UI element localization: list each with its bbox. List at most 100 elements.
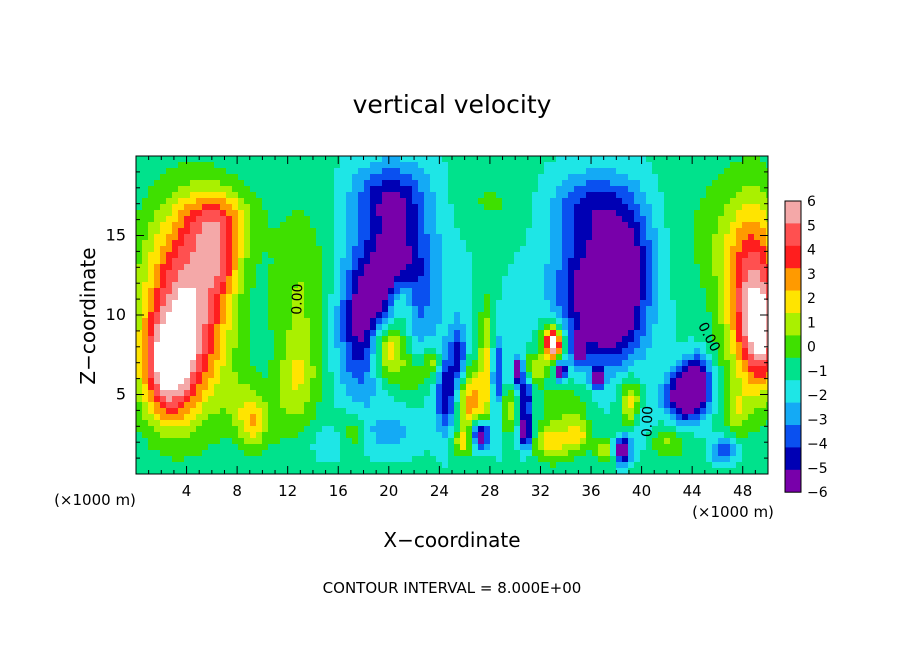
heatmap-cell bbox=[142, 228, 149, 235]
heatmap-cell bbox=[400, 342, 407, 349]
heatmap-cell bbox=[184, 294, 191, 301]
heatmap-cell bbox=[346, 288, 353, 295]
heatmap-cell bbox=[496, 240, 503, 247]
heatmap-cell bbox=[538, 408, 545, 415]
heatmap-cell bbox=[154, 390, 161, 397]
heatmap-cell bbox=[526, 354, 533, 361]
heatmap-cell bbox=[616, 156, 623, 163]
heatmap-cell bbox=[304, 330, 311, 337]
heatmap-cell bbox=[472, 204, 479, 211]
heatmap-cell bbox=[406, 354, 413, 361]
heatmap-cell bbox=[220, 204, 227, 211]
heatmap-cell bbox=[718, 168, 725, 175]
heatmap-cell bbox=[370, 342, 377, 349]
heatmap-cell bbox=[694, 246, 701, 253]
heatmap-cell bbox=[184, 396, 191, 403]
heatmap-cell bbox=[166, 330, 173, 337]
heatmap-cell bbox=[730, 390, 737, 397]
heatmap-cell bbox=[352, 264, 359, 271]
heatmap-cell bbox=[136, 300, 143, 307]
heatmap-cell bbox=[448, 426, 455, 433]
heatmap-cell bbox=[724, 330, 731, 337]
heatmap-cell bbox=[550, 288, 557, 295]
heatmap-cell bbox=[238, 180, 245, 187]
heatmap-cell bbox=[454, 336, 461, 343]
heatmap-cell bbox=[376, 288, 383, 295]
heatmap-cell bbox=[622, 372, 629, 379]
heatmap-cell bbox=[598, 282, 605, 289]
heatmap-cell bbox=[184, 330, 191, 337]
heatmap-cell bbox=[364, 216, 371, 223]
heatmap-cell bbox=[562, 192, 569, 199]
heatmap-cell bbox=[412, 432, 419, 439]
heatmap-cell bbox=[718, 198, 725, 205]
heatmap-cell bbox=[304, 426, 311, 433]
heatmap-cell bbox=[508, 198, 515, 205]
heatmap-cell bbox=[688, 270, 695, 277]
heatmap-cell bbox=[556, 300, 563, 307]
heatmap-cell bbox=[148, 234, 155, 241]
heatmap-cell bbox=[478, 402, 485, 409]
heatmap-cell bbox=[712, 294, 719, 301]
heatmap-cell bbox=[232, 420, 239, 427]
heatmap-cell bbox=[250, 426, 257, 433]
heatmap-cell bbox=[466, 306, 473, 313]
heatmap-cell bbox=[472, 252, 479, 259]
heatmap-cell bbox=[766, 348, 768, 355]
heatmap-cell bbox=[472, 282, 479, 289]
heatmap-cell bbox=[622, 204, 629, 211]
heatmap-cell bbox=[640, 378, 647, 385]
heatmap-cell bbox=[706, 432, 713, 439]
heatmap-cell bbox=[478, 378, 485, 385]
heatmap-cell bbox=[214, 330, 221, 337]
heatmap-cell bbox=[418, 162, 425, 169]
heatmap-cell bbox=[298, 216, 305, 223]
heatmap-cell bbox=[688, 294, 695, 301]
heatmap-cell bbox=[736, 402, 743, 409]
heatmap-cell bbox=[652, 156, 659, 163]
heatmap-cell bbox=[754, 372, 761, 379]
heatmap-cell bbox=[634, 246, 641, 253]
heatmap-cell bbox=[304, 324, 311, 331]
heatmap-cell bbox=[310, 252, 317, 259]
heatmap-cell bbox=[712, 318, 719, 325]
heatmap-cell bbox=[574, 252, 581, 259]
heatmap-cell bbox=[718, 186, 725, 193]
heatmap-cell bbox=[334, 384, 341, 391]
heatmap-cell bbox=[160, 246, 167, 253]
heatmap-cell bbox=[442, 252, 449, 259]
heatmap-cell bbox=[220, 246, 227, 253]
heatmap-cell bbox=[274, 396, 281, 403]
heatmap-cell bbox=[358, 324, 365, 331]
heatmap-cell bbox=[358, 312, 365, 319]
heatmap-cell bbox=[418, 240, 425, 247]
heatmap-cell bbox=[448, 348, 455, 355]
heatmap-cell bbox=[310, 204, 317, 211]
heatmap-cell bbox=[382, 306, 389, 313]
heatmap-cell bbox=[148, 174, 155, 181]
heatmap-cell bbox=[214, 162, 221, 169]
heatmap-cell bbox=[196, 426, 203, 433]
heatmap-cell bbox=[400, 276, 407, 283]
heatmap-cell bbox=[682, 264, 689, 271]
heatmap-cell bbox=[286, 390, 293, 397]
heatmap-cell bbox=[406, 324, 413, 331]
heatmap-cell bbox=[760, 174, 767, 181]
heatmap-cell bbox=[724, 234, 731, 241]
heatmap-cell bbox=[142, 168, 149, 175]
heatmap-cell bbox=[166, 210, 173, 217]
heatmap-cell bbox=[502, 168, 509, 175]
heatmap-cell bbox=[700, 294, 707, 301]
heatmap-cell bbox=[358, 252, 365, 259]
heatmap-cell bbox=[322, 330, 329, 337]
heatmap-cell bbox=[562, 354, 569, 361]
heatmap-cell bbox=[178, 270, 185, 277]
heatmap-cell bbox=[286, 240, 293, 247]
heatmap-cell bbox=[166, 438, 173, 445]
heatmap-cell bbox=[256, 372, 263, 379]
heatmap-cell bbox=[466, 318, 473, 325]
heatmap-cell bbox=[592, 360, 599, 367]
heatmap-cell bbox=[232, 198, 239, 205]
heatmap-cell bbox=[334, 366, 341, 373]
heatmap-cell bbox=[238, 222, 245, 229]
